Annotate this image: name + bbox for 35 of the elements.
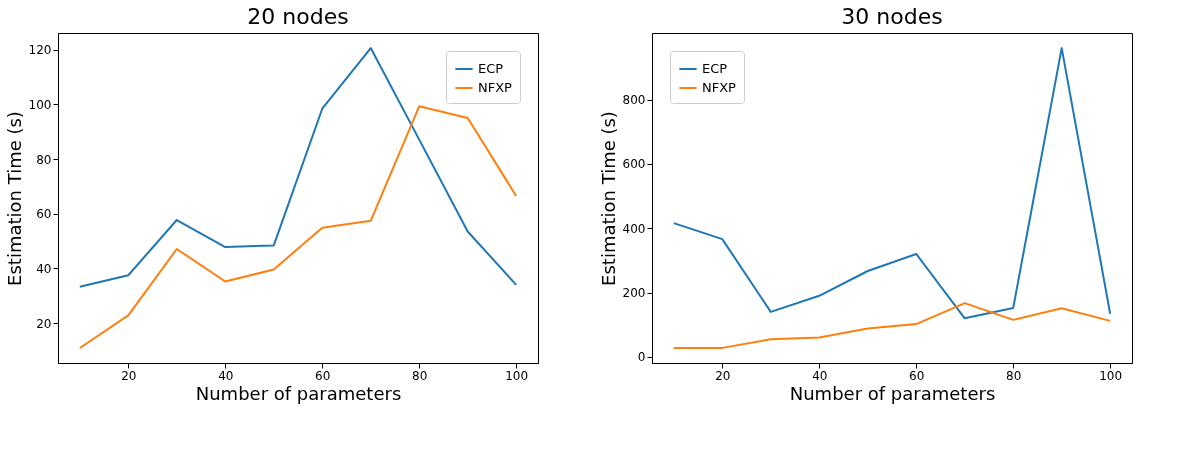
x-tick-label: 20 <box>715 368 731 383</box>
y-axis-title: Estimation Time (s) <box>597 111 619 286</box>
chart-title: 20 nodes <box>247 4 349 29</box>
x-tick-label: 80 <box>1006 368 1022 383</box>
x-axis-title: Number of parameters <box>789 382 996 404</box>
y-tick-label: 800 <box>622 93 646 108</box>
line-series <box>672 47 1112 320</box>
x-tick-label: 80 <box>412 368 428 383</box>
x-axis-title: Number of parameters <box>195 382 402 404</box>
x-tick-label: 40 <box>812 368 828 383</box>
legend-label: ECP <box>702 61 728 76</box>
x-tick-label: 60 <box>315 368 331 383</box>
x-tick-label: 40 <box>218 368 234 383</box>
y-tick-label: 400 <box>622 221 646 236</box>
y-axis-title: Estimation Time (s) <box>3 111 25 286</box>
y-tick-label: 120 <box>28 43 52 58</box>
x-tick-label: 100 <box>1099 368 1123 383</box>
y-tick-label: 100 <box>28 97 52 112</box>
x-tick-label: 20 <box>121 368 137 383</box>
legend-label: NFXP <box>478 80 513 95</box>
x-tick-label: 100 <box>505 368 529 383</box>
y-tick-label: 80 <box>36 152 52 167</box>
line-series <box>78 105 518 349</box>
y-tick-label: 20 <box>36 316 52 331</box>
y-tick-label: 600 <box>622 157 646 172</box>
y-tick-label: 60 <box>36 207 52 222</box>
line-series <box>672 302 1112 349</box>
legend-label: NFXP <box>702 80 737 95</box>
x-tick-label: 60 <box>909 368 925 383</box>
line-series <box>78 47 518 288</box>
chart-title: 30 nodes <box>841 4 943 29</box>
legend-label: ECP <box>478 61 504 76</box>
y-tick-label: 0 <box>637 350 646 365</box>
y-tick-label: 40 <box>36 261 52 276</box>
y-tick-label: 200 <box>622 286 646 301</box>
